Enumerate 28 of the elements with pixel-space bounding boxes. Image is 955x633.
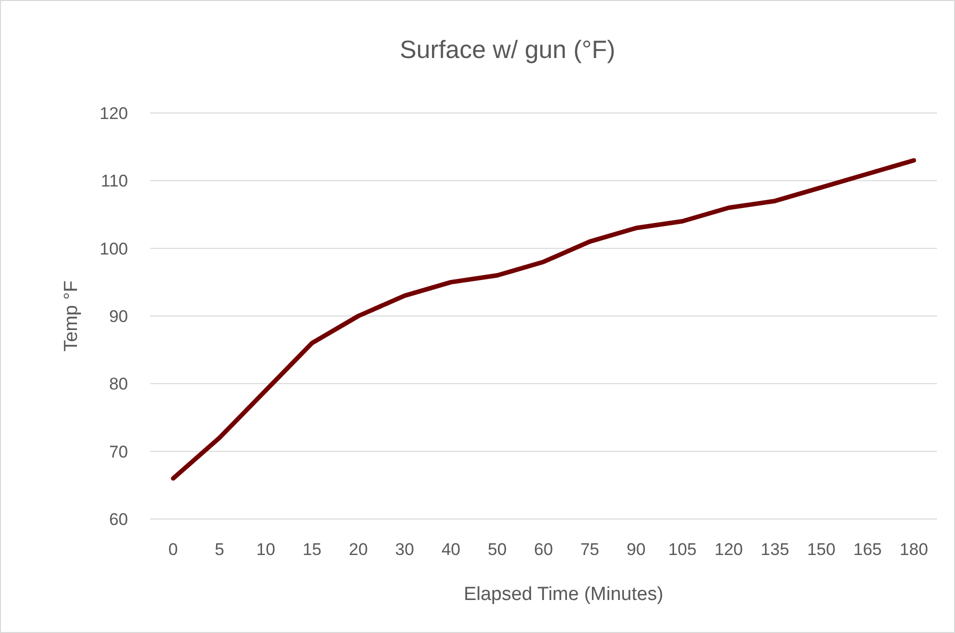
x-tick-label: 150 [807,540,836,559]
y-tick-label: 100 [100,239,128,258]
x-tick-label: 5 [214,540,224,559]
y-tick-label: 60 [109,510,128,529]
x-tick-label: 75 [580,540,600,559]
x-tick-label: 15 [302,540,322,559]
y-tick-label: 90 [109,306,128,326]
x-tick-label: 0 [168,540,178,559]
y-axis-title: Temp °F [61,280,82,352]
y-tick-label: 120 [100,104,128,123]
x-tick-label: 120 [714,540,743,559]
x-tick-label: 180 [900,540,928,559]
x-tick-label: 165 [853,540,882,559]
x-tick-label: 60 [534,540,553,559]
x-tick-label: 30 [395,540,414,559]
x-tick-label: 20 [348,540,368,559]
line-series [170,158,916,481]
x-tick-label: 10 [256,540,276,559]
x-tick-label: 40 [441,540,460,559]
x-tick-label: 50 [488,540,507,559]
chart-title: Surface w/ gun (°F) [400,36,616,64]
y-tick-label: 110 [100,172,128,191]
y-tick-label: 70 [109,442,128,462]
x-tick-label: 135 [760,540,790,559]
x-tick-label: 90 [626,540,646,559]
y-tick-label: 80 [109,374,128,394]
x-tick-label: 105 [668,540,697,559]
x-axis-title: Elapsed Time (Minutes) [464,584,664,605]
